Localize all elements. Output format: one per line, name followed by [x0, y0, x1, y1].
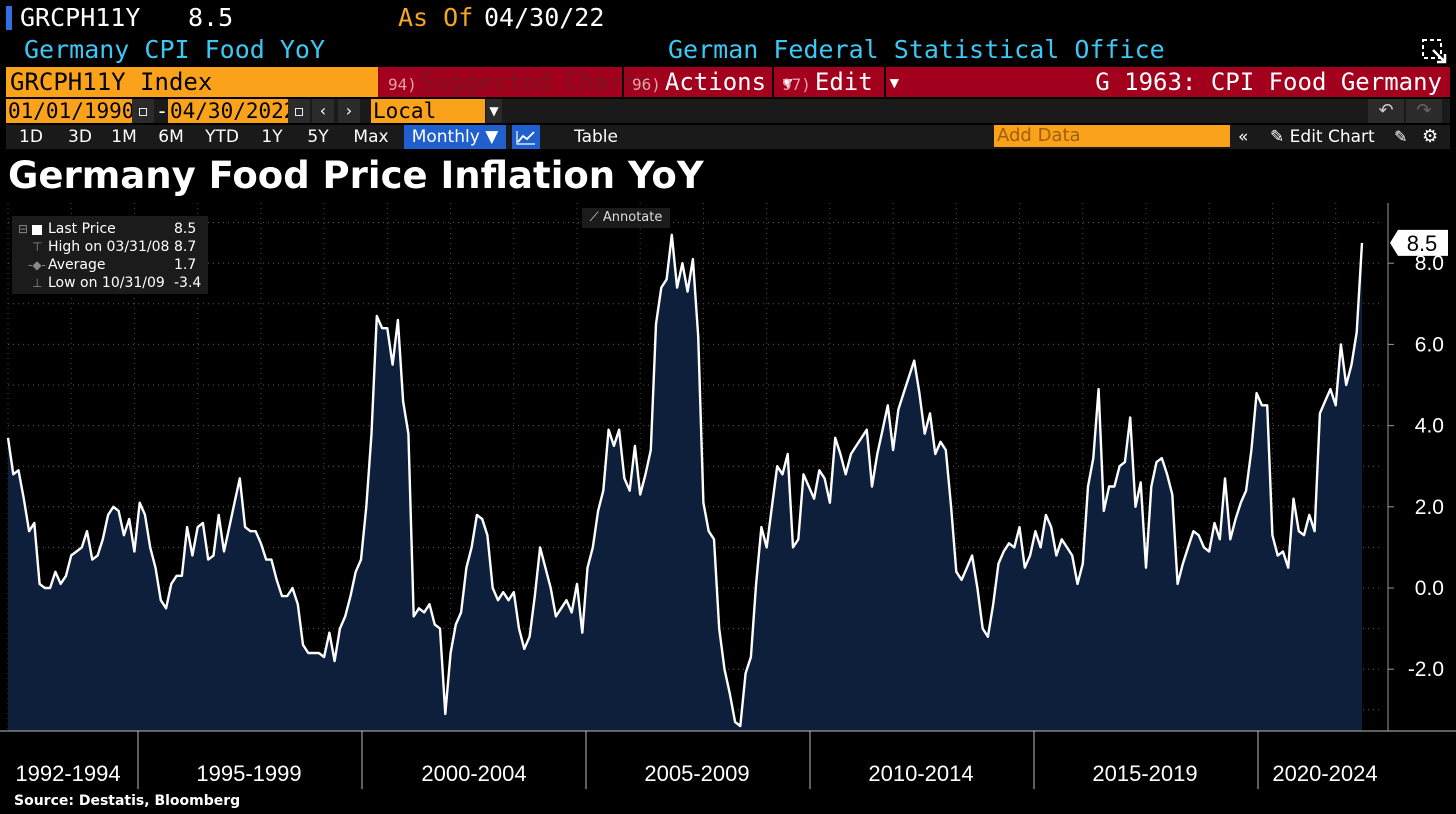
source-note: Source: Destatis, Bloomberg: [14, 793, 241, 809]
last-value-marker: [1390, 229, 1448, 256]
currency-select[interactable]: Local CCY: [371, 99, 485, 147]
calendar-icon[interactable]: ▫: [132, 99, 154, 123]
line-chart-icon[interactable]: [512, 125, 540, 149]
legend-value: 8.5: [174, 221, 197, 237]
edit-num: 97): [782, 75, 811, 94]
suggested-num: 94): [388, 75, 417, 94]
last-value-label: 8.5: [1407, 231, 1438, 256]
separator: [622, 67, 624, 97]
range-button-3d[interactable]: 3D: [68, 127, 92, 147]
annotate-icon: ⟋: [589, 210, 603, 225]
legend-average: -◆- Average 1.7: [12, 256, 208, 274]
date-dash: -: [156, 99, 169, 123]
y-tick-label: 6.0: [1415, 333, 1444, 356]
suggested-label: Suggested Charts: [420, 68, 653, 96]
undo-icon[interactable]: ↶: [1368, 99, 1404, 123]
legend-label: Low on 10/31/09: [48, 275, 165, 291]
edit-icon[interactable]: ✎: [1394, 127, 1408, 146]
legend-value: 8.7: [174, 239, 197, 255]
collapse-icon[interactable]: «: [1238, 127, 1249, 147]
actions-num: 96): [632, 75, 661, 94]
y-tick-label: -2.0: [1408, 658, 1444, 681]
as-of-date: 04/30/22: [484, 3, 605, 32]
low-marker-icon: ⊥: [32, 276, 43, 290]
x-tick-label: 2010-2014: [868, 761, 973, 786]
chart-title: Germany Food Price Inflation YoY: [8, 154, 704, 197]
redo-icon[interactable]: ↷: [1406, 99, 1442, 123]
y-tick-label: 8.0: [1415, 252, 1444, 275]
actions-label: Actions ▾: [664, 68, 795, 96]
edit-chart-label: Edit Chart: [1289, 127, 1375, 147]
chart-area[interactable]: 8.0 6.0 4.0 2.0 0.0 -2.0 8.5 1992-1994 1995-1999…: [0, 195, 1456, 793]
actions-button[interactable]: 96) Actions ▾: [632, 67, 795, 97]
series-line: [6, 233, 1364, 728]
range-button-5y[interactable]: 5Y: [307, 127, 329, 147]
legend-value: 1.7: [174, 257, 197, 273]
as-of-label: As Of: [398, 3, 474, 32]
legend-label: Average: [48, 257, 106, 273]
x-tick-label: 2000-2004: [421, 761, 526, 786]
range-button-ytd[interactable]: YTD: [205, 127, 239, 147]
range-button-1y[interactable]: 1Y: [261, 127, 283, 147]
annotate-label: Annotate: [602, 210, 663, 225]
legend[interactable]: ⊟ Last Price 8.5 ⊤ High on 03/31/08 8.7 …: [12, 216, 208, 294]
x-tick-label: 2015-2019: [1092, 761, 1197, 786]
gear-icon[interactable]: ⚙: [1422, 126, 1439, 147]
frequency-select[interactable]: Monthly ▼: [404, 125, 506, 149]
average-marker-icon: -◆-: [28, 258, 46, 272]
chevron-right-icon[interactable]: ›: [338, 99, 360, 123]
calendar-icon[interactable]: ▫: [288, 99, 310, 123]
last-value: 8.5: [188, 3, 234, 32]
annotate-button[interactable]: ⟋ Annotate: [582, 208, 670, 228]
collapse-box-icon: ⊟: [18, 222, 29, 236]
separator: [772, 67, 774, 97]
start-date-field[interactable]: 01/01/1990: [6, 99, 135, 123]
chevron-down-icon[interactable]: ▼: [486, 99, 502, 123]
range-button-max[interactable]: Max: [353, 127, 389, 147]
security-description: Germany CPI Food YoY: [24, 35, 326, 64]
end-date-field[interactable]: 04/30/2022: [168, 99, 297, 123]
y-tick-label: 2.0: [1415, 496, 1444, 519]
pencil-icon: ✎: [1270, 127, 1290, 147]
table-button[interactable]: Table: [574, 127, 618, 147]
x-tick-label: 2005-2009: [644, 761, 749, 786]
legend-label: High on 03/31/08: [48, 239, 170, 255]
edit-chart-button[interactable]: ✎ Edit Chart: [1270, 125, 1375, 149]
x-tick-label: 2020-2024: [1272, 761, 1377, 786]
legend-label: Last Price: [48, 221, 116, 237]
range-button-1d[interactable]: 1D: [19, 127, 43, 147]
edit-button[interactable]: 97) Edit ▾: [782, 67, 902, 97]
x-tick-label: 1992-1994: [15, 761, 120, 786]
index-field[interactable]: GRCPH11Y Index: [6, 67, 378, 97]
ticker-label[interactable]: GRCPH11Y: [20, 3, 141, 32]
chart-name: G 1963: CPI Food Germany: [1095, 68, 1442, 96]
series-swatch: [32, 225, 42, 235]
add-data-input[interactable]: Add Data: [994, 125, 1230, 147]
x-tick-label: 1995-1999: [196, 761, 301, 786]
export-icon[interactable]: [1421, 38, 1447, 64]
series-area: [8, 234, 1362, 732]
range-button-1m[interactable]: 1M: [111, 127, 137, 147]
high-marker-icon: ⊤: [32, 240, 43, 254]
separator: [884, 67, 886, 97]
legend-value: -3.4: [174, 275, 202, 291]
legend-low: ⊥ Low on 10/31/09 -3.4: [12, 274, 208, 292]
range-button-6m[interactable]: 6M: [158, 127, 184, 147]
chevron-left-icon[interactable]: ‹: [312, 99, 334, 123]
security-marker: [6, 6, 12, 30]
legend-last-price: ⊟ Last Price 8.5: [12, 220, 208, 238]
y-tick-label: 4.0: [1415, 415, 1444, 438]
edit-label: Edit ▾: [814, 68, 902, 96]
y-tick-label: 0.0: [1415, 577, 1444, 600]
suggested-charts-button[interactable]: 94) Suggested Charts: [388, 67, 652, 97]
legend-high: ⊤ High on 03/31/08 8.7: [12, 238, 208, 256]
source-organization: German Federal Statistical Office: [668, 35, 1165, 64]
